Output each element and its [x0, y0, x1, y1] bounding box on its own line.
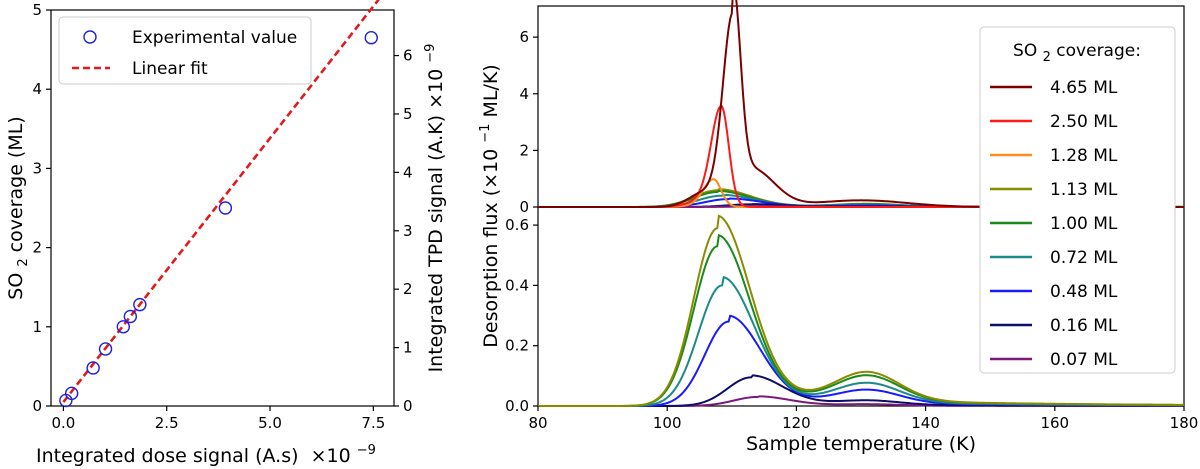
right-x-tick-label: 100: [653, 414, 682, 432]
legend-label: 1.00 ML: [1050, 214, 1118, 234]
legend-label: 1.28 ML: [1050, 146, 1118, 166]
left-plot-frame: [50, 9, 395, 407]
legend-label: 1.13 ML: [1050, 180, 1118, 200]
legend-label: 0.07 ML: [1050, 350, 1118, 370]
left-x-ticks: 0.0 2.5 5.0 7.5: [51, 406, 385, 432]
right-x-tick-label: 160: [1040, 414, 1069, 432]
legend-label: 4.65 ML: [1050, 78, 1118, 98]
right-x-tick-label: 140: [911, 414, 940, 432]
right-legend-entries: 4.65 ML 2.50 ML 1.28 ML 1.13 ML 1.00 ML 0.72 …: [990, 78, 1118, 370]
top-y-tick-label: 0: [519, 198, 529, 216]
left-y-axis-label-sub: 2: [16, 258, 31, 266]
left-y-tick-label: 2: [32, 239, 42, 257]
left-legend: Experimental value Linear fit: [58, 16, 312, 85]
experimental-points-layer: [59, 31, 378, 408]
experimental-point: [123, 309, 138, 324]
left-x-tick-label: 2.5: [155, 414, 179, 432]
right-x-tick-label: 120: [782, 414, 811, 432]
left-y-tick-label: 3: [32, 159, 42, 177]
legend-label-linear-fit: Linear fit: [132, 59, 208, 79]
experimental-point: [86, 361, 100, 375]
left-y2-axis-label: Integrated TPD signal (A.K) ×10 −9: [423, 44, 447, 373]
left-y-tick-label: 4: [32, 80, 42, 98]
top-panel-y-ticks: 0 2 4 6: [519, 28, 538, 216]
legend-label: 0.72 ML: [1050, 248, 1118, 268]
left-x-axis-label-text: Integrated dose signal (A.s): [36, 445, 299, 467]
linear-fit-line: [62, 0, 380, 403]
bottom-panel-y-ticks: 0.0 0.2 0.4 0.6: [505, 216, 538, 415]
legend-label-experimental: Experimental value: [132, 28, 297, 48]
right-legend-title: SO 2 coverage:: [1013, 41, 1141, 66]
left-y-axis-label: SO 2 coverage (ML): [5, 116, 32, 299]
linear-fit-layer: [62, 0, 380, 403]
bottom-y-tick-label: 0.4: [505, 276, 529, 294]
left-y2-axis-label-text: Integrated TPD signal (A.K) ×10: [425, 69, 447, 373]
bottom-y-tick-label: 0.2: [505, 337, 529, 355]
right-y-axis-label-rest: ML/K): [480, 64, 502, 117]
left-x-axis-label: Integrated dose signal (A.s) ×10 −9: [36, 443, 376, 467]
left-y-tick-label: 5: [32, 1, 42, 19]
experimental-point: [364, 31, 378, 45]
top-y-tick-label: 6: [519, 28, 529, 46]
left-y2-tick-label: 6: [403, 47, 413, 65]
right-y-axis-label-sup: −1: [478, 124, 493, 143]
experimental-point: [98, 342, 113, 356]
left-x-axis-exponent-sup: −9: [357, 443, 376, 458]
left-x-tick-label: 0.0: [51, 414, 75, 432]
left-legend-box: [58, 16, 312, 85]
right-x-ticks: 80 100 120 140 160 180: [528, 406, 1198, 432]
left-x-tick-label: 7.5: [361, 414, 385, 432]
bottom-y-tick-label: 0.0: [505, 397, 529, 415]
left-y-tick-label: 0: [32, 397, 42, 415]
right-legend-title-main: SO: [1013, 41, 1037, 61]
legend-label: 0.16 ML: [1050, 316, 1118, 336]
left-y-tick-label: 1: [32, 318, 42, 336]
left-y-ticks: 0 1 2 3 4 5: [32, 1, 51, 415]
right-legend: SO 2 coverage: 4.65 ML 2.50 ML 1.28 ML 1.13…: [979, 26, 1176, 374]
experimental-point: [218, 201, 233, 215]
right-x-tick-label: 80: [528, 414, 547, 432]
top-y-tick-label: 4: [519, 85, 529, 103]
left-y-axis-label-rest: coverage (ML): [5, 116, 27, 252]
experimental-point: [116, 320, 131, 334]
right-x-axis-label: Sample temperature (K): [746, 433, 976, 455]
legend-marker-experimental: [83, 30, 97, 44]
left-y2-tick-label: 4: [403, 163, 413, 181]
bottom-y-tick-label: 0.6: [505, 216, 529, 234]
right-legend-title-sub: 2: [1043, 50, 1051, 65]
bottom-panel-series-layer: [538, 214, 1185, 407]
coverage-calibration-chart: 0.0 2.5 5.0 7.5 0 1 2 3 4 5 0 1 2 3 4 5 6 Integrated d…: [5, 0, 447, 467]
left-y2-tick-label: 5: [403, 105, 413, 123]
experimental-point: [64, 386, 79, 401]
tpd-spectra-chart: 80 100 120 140 160 180 0 2 4 6 0.0 0.2 0.4 0.6 Samp…: [472, 0, 1198, 455]
left-y2-tick-label: 0: [403, 397, 413, 415]
right-legend-title-rest: coverage:: [1056, 41, 1141, 61]
right-y-axis-label: Desorption flux (×10 −1 ML/K): [472, 64, 502, 347]
left-y2-axis-label-sup: −9: [423, 44, 438, 63]
right-y-axis-label-text: Desorption flux (×10: [480, 149, 502, 348]
left-x-tick-label: 5.0: [258, 414, 282, 432]
experimental-point: [133, 297, 147, 312]
left-x-axis-exponent: ×10: [311, 445, 351, 467]
right-x-tick-label: 180: [1170, 414, 1199, 432]
right-legend-box: [979, 26, 1176, 374]
left-y2-tick-label: 1: [403, 339, 413, 357]
left-y2-tick-label: 2: [403, 280, 413, 298]
left-y2-ticks: 0 1 2 3 4 5 6: [394, 47, 413, 415]
legend-label: 0.48 ML: [1050, 282, 1118, 302]
left-y-axis-label-main: SO: [5, 273, 27, 300]
top-y-tick-label: 2: [519, 141, 529, 159]
left-y2-tick-label: 3: [403, 222, 413, 240]
bottom-panel-trace: [538, 214, 1185, 407]
legend-label: 2.50 ML: [1050, 112, 1118, 132]
